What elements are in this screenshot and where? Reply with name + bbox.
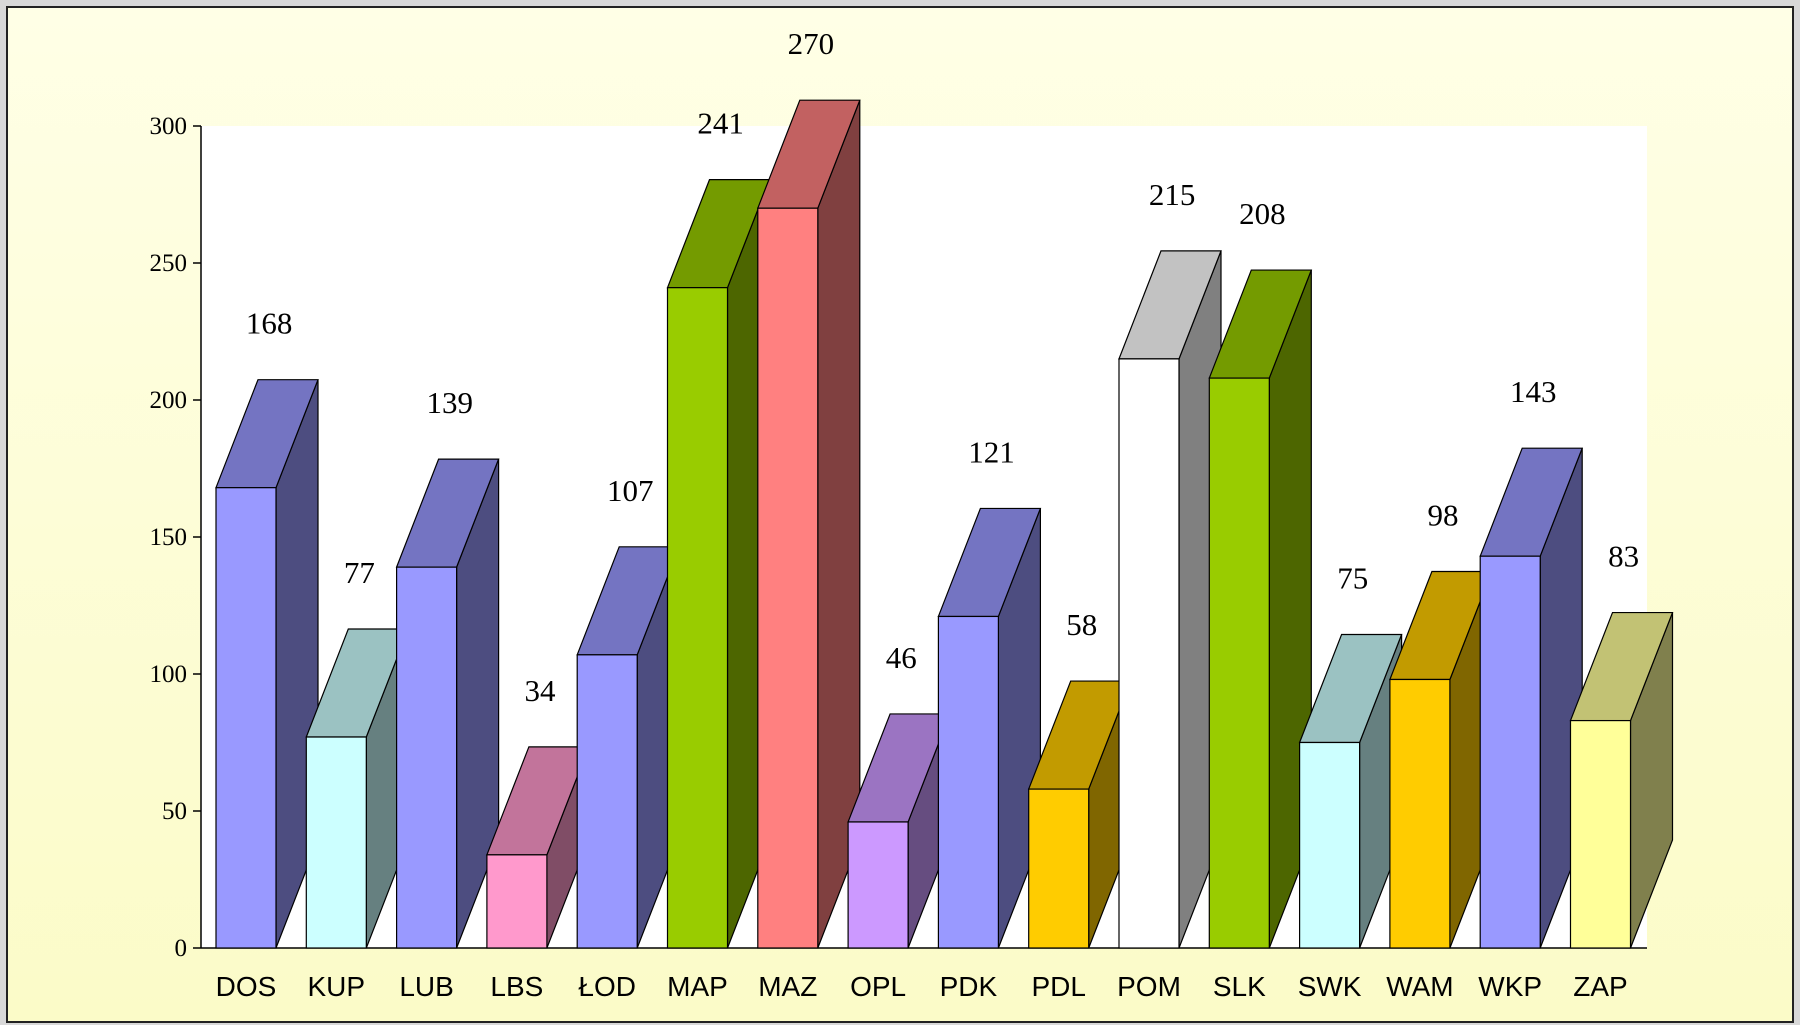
value-label: 107 [607,473,654,508]
value-label: 215 [1149,177,1196,212]
y-tick-label: 150 [150,524,188,551]
bar-front [757,207,819,949]
bar-front [1028,788,1090,949]
x-tick-label: ZAP [1573,971,1627,1002]
x-tick-label: PDK [940,971,998,1002]
bar-front [1208,377,1270,949]
bar-front [305,736,367,949]
y-tick-label: 300 [150,113,188,140]
x-tick-label: WAM [1386,971,1453,1002]
y-tick-label: 100 [150,661,188,688]
x-tick-label: MAP [667,971,728,1002]
bar [1479,447,1584,949]
x-tick-label: ŁOD [578,971,636,1002]
value-label: 168 [246,306,293,341]
bar-front [1479,555,1541,949]
y-tick-label: 250 [150,250,188,277]
value-label: 241 [697,106,744,141]
bar-front [576,654,638,949]
value-label: 208 [1239,196,1286,231]
value-label: 34 [525,673,557,708]
value-label: 46 [886,640,917,675]
value-label: 77 [344,555,375,590]
bar [395,458,500,949]
x-tick-label: SWK [1298,971,1362,1002]
x-tick-label: POM [1117,971,1181,1002]
bar-front [396,566,458,949]
bar [1569,611,1674,949]
bar-front [1569,719,1632,949]
bar-front [666,287,729,949]
bar-front [1298,741,1361,949]
x-tick-label: LUB [399,971,453,1002]
x-tick-label: KUP [308,971,366,1002]
value-label: 121 [968,434,1015,469]
value-label: 83 [1608,539,1639,574]
x-tick-label: OPL [850,971,906,1002]
x-tick-label: LBS [490,971,543,1002]
bar-front [1118,358,1180,949]
bar-front [1389,678,1451,949]
bar-front [847,821,909,949]
x-tick-label: WKP [1478,971,1542,1002]
bar [215,379,319,949]
y-tick-label: 200 [150,387,188,414]
value-label: 75 [1337,561,1368,596]
bar [756,99,861,949]
x-tick-label: SLK [1213,971,1266,1002]
bar-front [486,854,548,949]
bar [1208,269,1313,949]
bar [666,179,771,949]
y-tick-label: 0 [175,935,188,962]
bar-front [215,487,277,949]
bar-front [937,615,1000,949]
y-tick-label: 50 [162,798,187,825]
value-label: 143 [1510,374,1557,409]
bar [1118,250,1222,949]
x-tick-label: MAZ [758,971,817,1002]
bar [937,507,1042,949]
value-label: 139 [426,385,473,420]
x-tick-label: PDL [1031,971,1085,1002]
value-label: 270 [788,26,835,61]
value-label: 58 [1066,607,1097,642]
x-tick-label: DOS [216,971,277,1002]
value-label: 98 [1428,497,1459,532]
